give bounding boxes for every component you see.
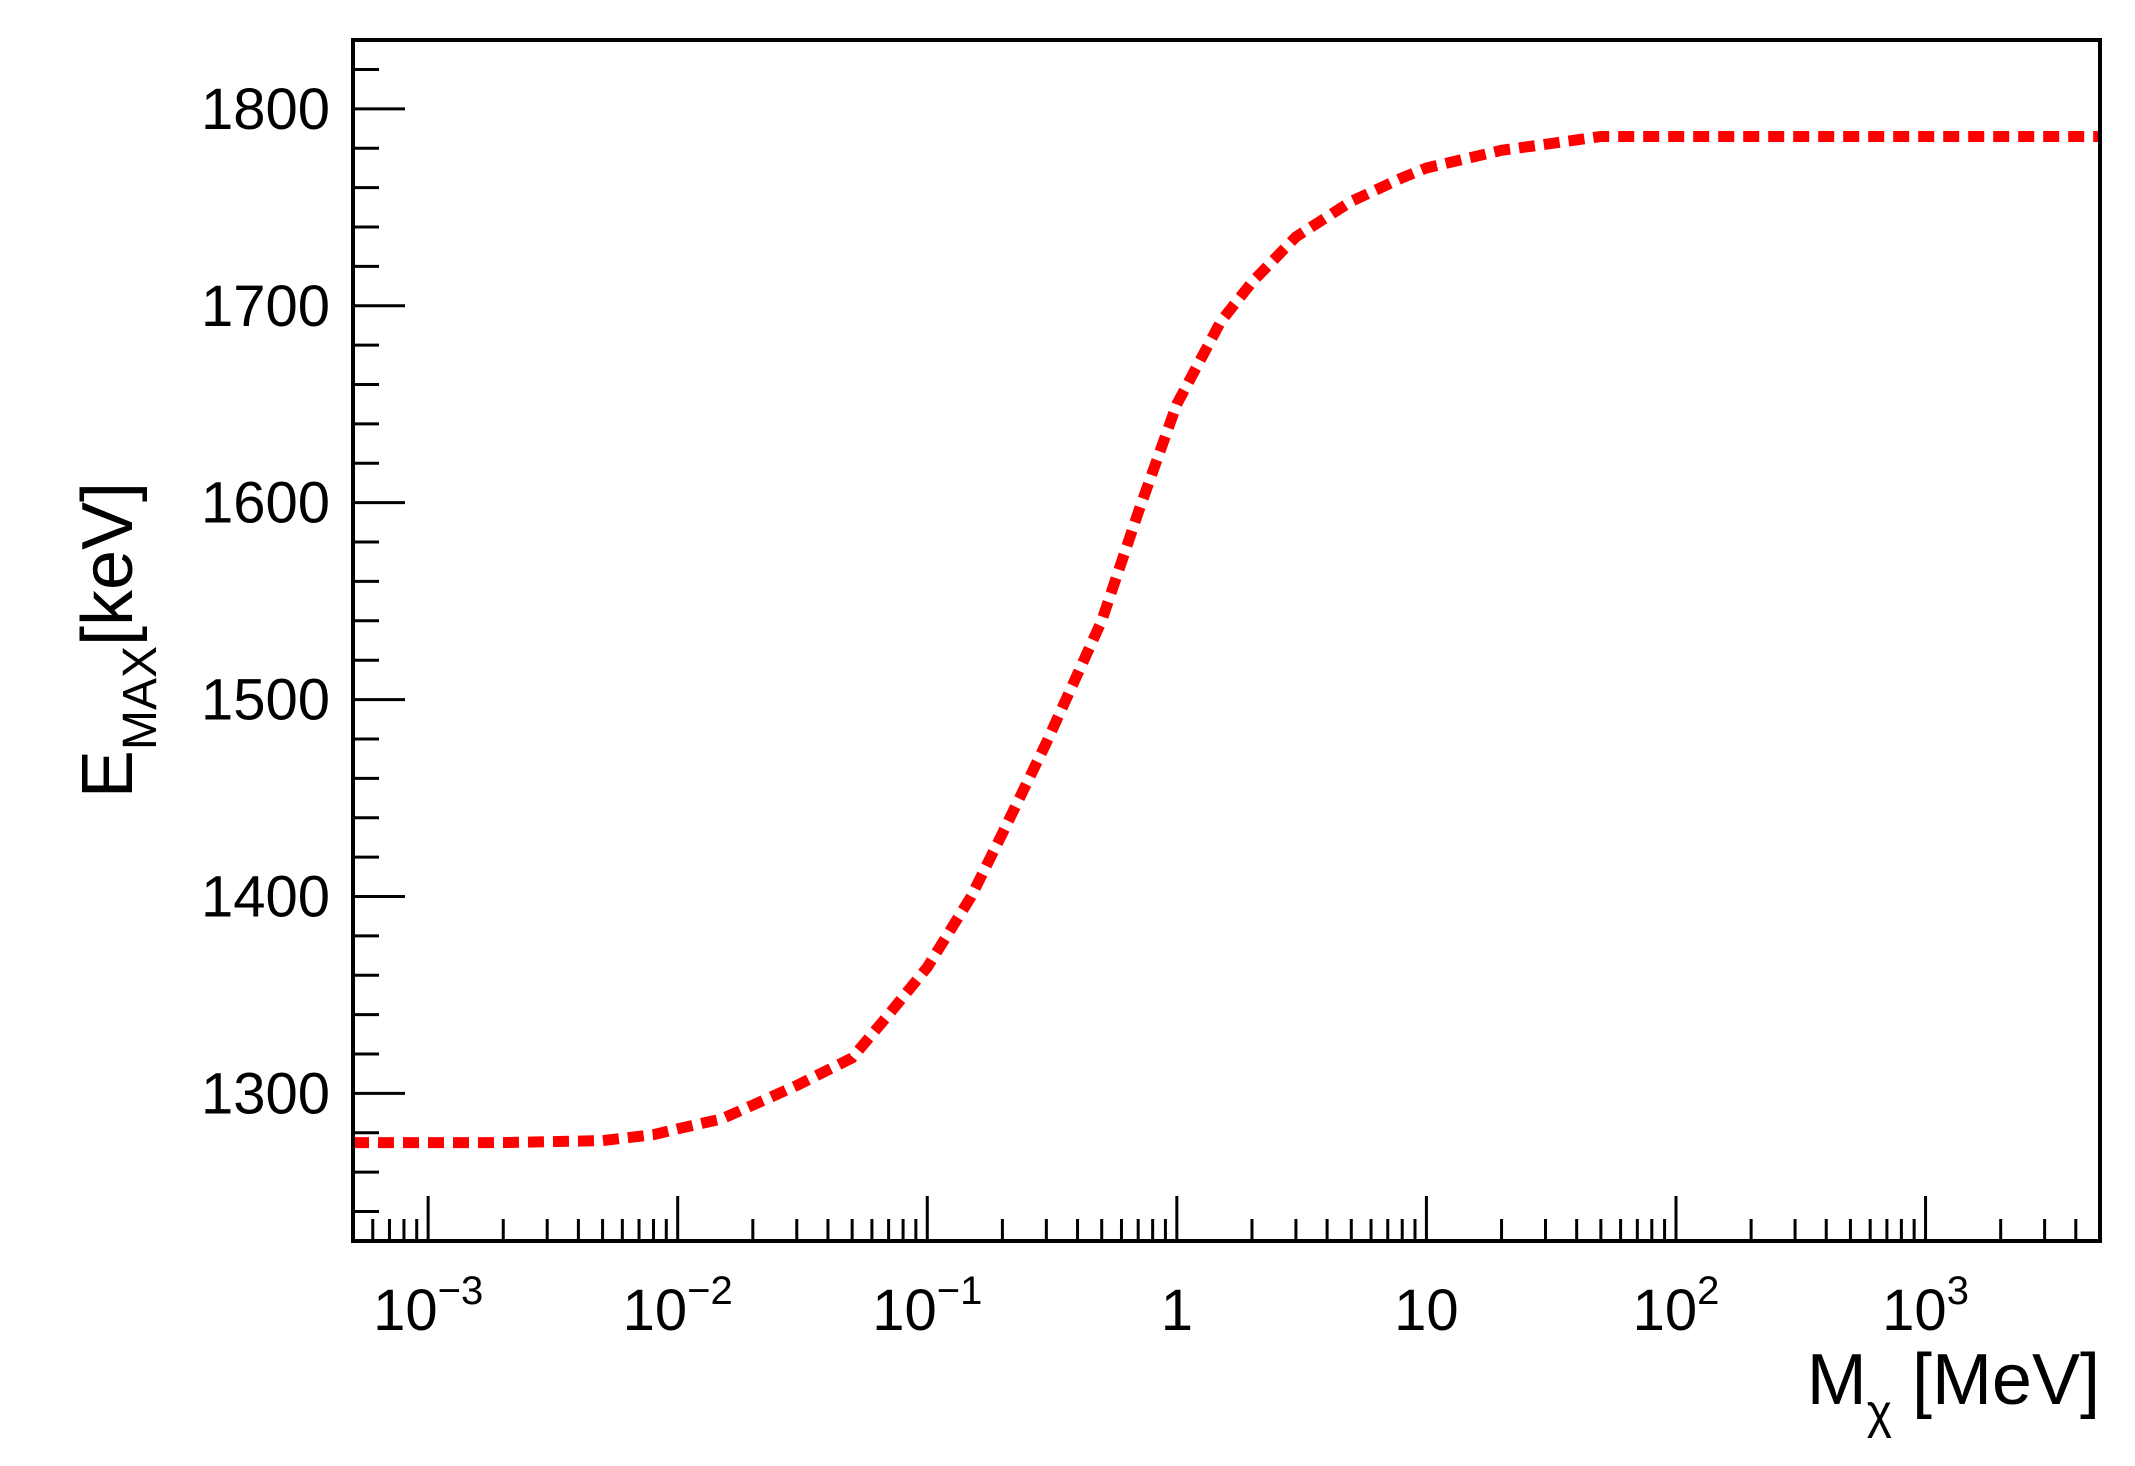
y-tick-label: 1300 <box>201 1061 330 1126</box>
x-tick-base: 10 <box>872 1278 937 1343</box>
y-tick-label: 1700 <box>201 274 330 339</box>
y-axis-title-tail: [keV] <box>68 482 148 646</box>
x-tick-exponent: 3 <box>1947 1269 1969 1313</box>
x-tick-base: 10 <box>1633 1278 1698 1343</box>
x-tick-base: 10 <box>1394 1278 1459 1343</box>
x-axis-title-tail: [MeV] <box>1892 1340 2100 1420</box>
x-tick-labels: 10−3 10−2 10−1 1 10 102 103 <box>373 1269 1969 1343</box>
x-tick-exponent: −1 <box>937 1269 983 1313</box>
x-axis-title-main: M <box>1807 1340 1867 1420</box>
x-tick-base: 10 <box>373 1278 438 1343</box>
x-tick-base: 10 <box>1882 1278 1947 1343</box>
x-tick-label: 10−2 <box>623 1269 733 1343</box>
y-axis-ticks <box>353 68 405 1213</box>
series-group <box>353 131 2100 1149</box>
plot-frame <box>351 38 2102 1243</box>
x-tick-base: 10 <box>623 1278 688 1343</box>
y-axis-title-main: E <box>68 750 148 798</box>
y-tick-label: 1600 <box>201 471 330 536</box>
y-tick-label: 1800 <box>201 77 330 142</box>
series-line <box>353 131 2100 1149</box>
y-axis-title: EMAX[keV] <box>68 482 167 798</box>
x-axis-title-sub: χ <box>1867 1386 1892 1439</box>
x-axis-ticks <box>351 1196 2102 1241</box>
x-tick-exponent: −3 <box>438 1269 484 1313</box>
x-tick-exponent: 2 <box>1697 1269 1719 1313</box>
x-tick-label: 102 <box>1633 1269 1720 1343</box>
x-tick-exponent: −2 <box>687 1269 733 1313</box>
x-tick-label: 10 <box>1394 1278 1459 1343</box>
x-tick-label: 10−3 <box>373 1269 483 1343</box>
y-tick-labels: 1300 1400 1500 1600 1700 1800 <box>201 77 330 1126</box>
x-axis-title: Mχ [MeV] <box>1807 1340 2100 1439</box>
y-tick-label: 1400 <box>201 864 330 929</box>
y-axis-title-sub: MAX <box>114 646 167 750</box>
x-tick-base: 1 <box>1161 1278 1193 1343</box>
x-tick-label: 1 <box>1161 1278 1193 1343</box>
y-tick-label: 1500 <box>201 668 330 733</box>
x-tick-label: 103 <box>1882 1269 1969 1343</box>
x-tick-label: 10−1 <box>872 1269 982 1343</box>
